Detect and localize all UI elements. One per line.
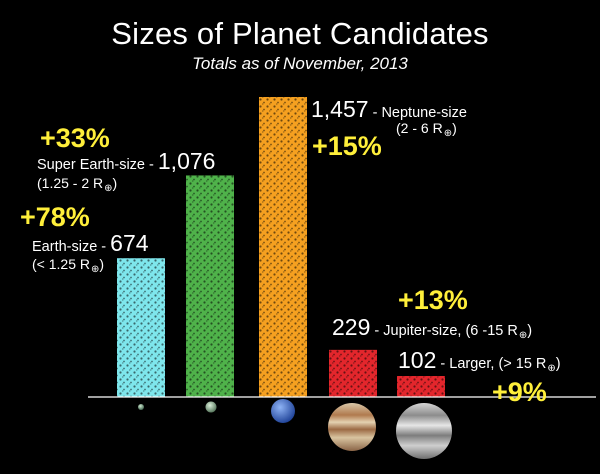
radius-symbol: ⊕ (518, 330, 528, 341)
radius-symbol: ⊕ (443, 128, 453, 139)
percent-change-earth: +78% (20, 202, 90, 232)
value-label-earth: 674 (110, 230, 149, 256)
bar-super-earth-size (186, 175, 234, 397)
range-text-neptune: (2 - 6 R (396, 120, 443, 136)
range-close: ) (112, 175, 118, 191)
desc-super-earth: Super Earth-size - (37, 157, 158, 173)
range-close: ) (527, 323, 533, 339)
label-larger: 102 - Larger, (> 15 R⊕) (398, 347, 561, 374)
radius-symbol: ⊕ (90, 264, 100, 275)
value-label-jupiter: 229 (332, 314, 371, 340)
percent-change-neptune: +15% (312, 131, 382, 161)
percent-change-jupiter: +13% (398, 285, 468, 315)
radius-symbol: ⊕ (104, 183, 113, 194)
value-label-neptune: 1,457 (311, 96, 369, 122)
percent-change-larger: +9% (492, 377, 547, 407)
range-close: ) (555, 356, 561, 372)
range-text-larger: (> 15 R (498, 356, 547, 372)
chart-title: Sizes of Planet Candidates (111, 16, 489, 51)
larger-planet-icon (396, 403, 452, 459)
range-text-super-earth: (1.25 - 2 R (37, 175, 104, 191)
range-super-earth: (1.25 - 2 R⊕) (37, 175, 118, 194)
desc-jupiter: - Jupiter-size, (370, 323, 466, 339)
radius-symbol: ⊕ (547, 363, 556, 374)
neptune-planet-icon (271, 399, 295, 423)
super-earth-planet-icon (205, 401, 217, 413)
value-label-super-earth: 1,076 (157, 148, 216, 174)
jupiter-planet-icon (328, 403, 376, 451)
bar-larger (397, 375, 445, 397)
desc-earth: Earth-size - (32, 239, 111, 255)
desc-neptune: - Neptune-size (368, 105, 467, 121)
bar-jupiter-size (329, 349, 377, 397)
bar-neptune-size (259, 97, 307, 397)
percent-change-super-earth: +33% (40, 123, 110, 153)
label-super-earth: Super Earth-size - 1,076 (37, 150, 215, 173)
bar-earth-size (117, 258, 165, 397)
desc-larger: - Larger, (436, 356, 499, 372)
range-text-jupiter: (6 -15 R (465, 323, 518, 339)
range-text-earth: (< 1.25 R (32, 256, 90, 272)
range-neptune: (2 - 6 R⊕) (396, 120, 457, 139)
earth-size-planet-icon (138, 404, 144, 410)
value-label-larger: 102 (398, 347, 437, 373)
range-close: ) (452, 120, 457, 136)
label-jupiter: 229 - Jupiter-size, (6 -15 R⊕) (332, 314, 533, 341)
range-earth: (< 1.25 R⊕) (32, 256, 105, 275)
label-earth: Earth-size - 674 (32, 232, 149, 255)
chart-subtitle: Totals as of November, 2013 (192, 54, 408, 73)
range-close: ) (99, 256, 105, 272)
label-neptune: 1,457 - Neptune-size (311, 98, 467, 121)
